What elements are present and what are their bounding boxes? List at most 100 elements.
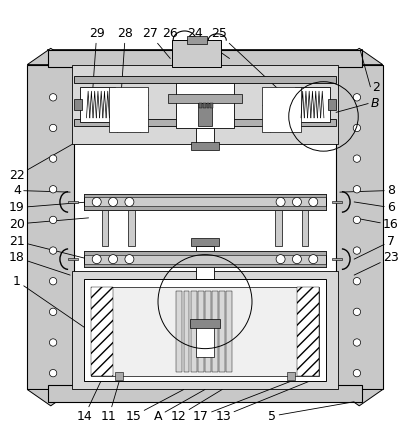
Circle shape bbox=[49, 277, 56, 285]
Circle shape bbox=[308, 254, 317, 263]
Bar bbox=[72, 271, 337, 389]
Bar bbox=[47, 50, 362, 402]
Bar bbox=[84, 194, 325, 210]
Circle shape bbox=[353, 247, 360, 254]
Text: 4: 4 bbox=[13, 184, 70, 197]
Bar bbox=[199, 103, 202, 108]
Bar bbox=[172, 40, 221, 67]
Text: 1: 1 bbox=[13, 275, 88, 330]
Bar bbox=[72, 65, 337, 389]
Text: 22: 22 bbox=[9, 144, 72, 182]
Bar bbox=[84, 263, 325, 267]
Circle shape bbox=[275, 254, 284, 263]
Bar bbox=[90, 287, 319, 376]
Circle shape bbox=[353, 308, 360, 315]
Bar bbox=[74, 119, 335, 126]
Text: 27: 27 bbox=[142, 27, 170, 59]
Circle shape bbox=[49, 94, 56, 101]
Text: 7: 7 bbox=[353, 235, 394, 259]
Text: 25: 25 bbox=[211, 27, 312, 122]
Circle shape bbox=[49, 247, 56, 254]
Circle shape bbox=[49, 155, 56, 162]
Circle shape bbox=[353, 277, 360, 285]
Text: 18: 18 bbox=[9, 251, 70, 275]
Bar bbox=[115, 372, 123, 380]
Text: 5: 5 bbox=[268, 402, 353, 422]
Bar bbox=[47, 385, 362, 402]
Bar bbox=[294, 87, 329, 122]
Bar bbox=[109, 87, 147, 132]
Circle shape bbox=[108, 198, 117, 207]
Circle shape bbox=[125, 254, 134, 263]
Bar bbox=[197, 103, 212, 126]
Polygon shape bbox=[335, 389, 382, 406]
Bar bbox=[168, 94, 241, 103]
Text: 20: 20 bbox=[9, 217, 88, 231]
Circle shape bbox=[49, 339, 56, 346]
Text: A: A bbox=[153, 389, 204, 422]
Bar bbox=[68, 201, 78, 203]
Bar bbox=[211, 291, 218, 372]
Text: 11: 11 bbox=[101, 381, 119, 422]
Text: 15: 15 bbox=[125, 389, 183, 422]
Bar bbox=[84, 251, 325, 254]
Circle shape bbox=[353, 370, 360, 377]
Circle shape bbox=[92, 254, 101, 263]
Text: 21: 21 bbox=[9, 235, 88, 259]
Bar bbox=[189, 319, 220, 328]
Circle shape bbox=[49, 308, 56, 315]
Text: 17: 17 bbox=[193, 381, 290, 422]
Bar bbox=[84, 207, 325, 210]
Bar bbox=[196, 320, 213, 357]
Text: 24: 24 bbox=[187, 27, 229, 59]
Circle shape bbox=[49, 185, 56, 193]
Text: 16: 16 bbox=[353, 218, 398, 231]
Bar bbox=[202, 103, 205, 108]
Bar bbox=[68, 258, 78, 260]
Text: 19: 19 bbox=[9, 201, 88, 214]
Bar bbox=[196, 246, 213, 324]
Circle shape bbox=[49, 124, 56, 132]
Bar bbox=[286, 372, 294, 380]
Bar bbox=[335, 65, 382, 389]
Circle shape bbox=[108, 254, 117, 263]
Bar bbox=[74, 99, 82, 110]
Bar bbox=[226, 291, 232, 372]
Polygon shape bbox=[27, 48, 74, 65]
Text: 6: 6 bbox=[353, 201, 394, 214]
Text: 12: 12 bbox=[170, 389, 222, 422]
Polygon shape bbox=[27, 389, 74, 406]
Bar bbox=[128, 210, 135, 246]
Bar bbox=[210, 103, 213, 108]
Bar bbox=[327, 99, 335, 110]
Bar bbox=[27, 65, 74, 389]
Bar bbox=[274, 210, 281, 246]
Text: 13: 13 bbox=[215, 381, 308, 422]
Circle shape bbox=[92, 198, 101, 207]
Bar bbox=[74, 76, 335, 83]
Bar bbox=[72, 65, 337, 144]
Bar bbox=[84, 251, 325, 267]
Circle shape bbox=[353, 216, 360, 224]
Bar bbox=[191, 142, 218, 151]
Bar bbox=[176, 291, 182, 372]
Text: 14: 14 bbox=[76, 381, 101, 422]
Text: 28: 28 bbox=[117, 27, 133, 122]
Bar bbox=[301, 210, 308, 246]
Circle shape bbox=[49, 216, 56, 224]
Circle shape bbox=[353, 124, 360, 132]
Bar bbox=[331, 201, 341, 203]
Bar bbox=[196, 128, 213, 146]
Bar bbox=[198, 291, 203, 372]
Bar bbox=[187, 36, 206, 44]
Text: 29: 29 bbox=[89, 27, 104, 120]
Circle shape bbox=[125, 198, 134, 207]
Circle shape bbox=[353, 94, 360, 101]
Circle shape bbox=[353, 339, 360, 346]
Circle shape bbox=[353, 185, 360, 193]
Bar bbox=[101, 210, 108, 246]
Bar bbox=[204, 291, 210, 372]
Circle shape bbox=[292, 198, 301, 207]
Bar bbox=[219, 291, 225, 372]
Circle shape bbox=[308, 198, 317, 207]
